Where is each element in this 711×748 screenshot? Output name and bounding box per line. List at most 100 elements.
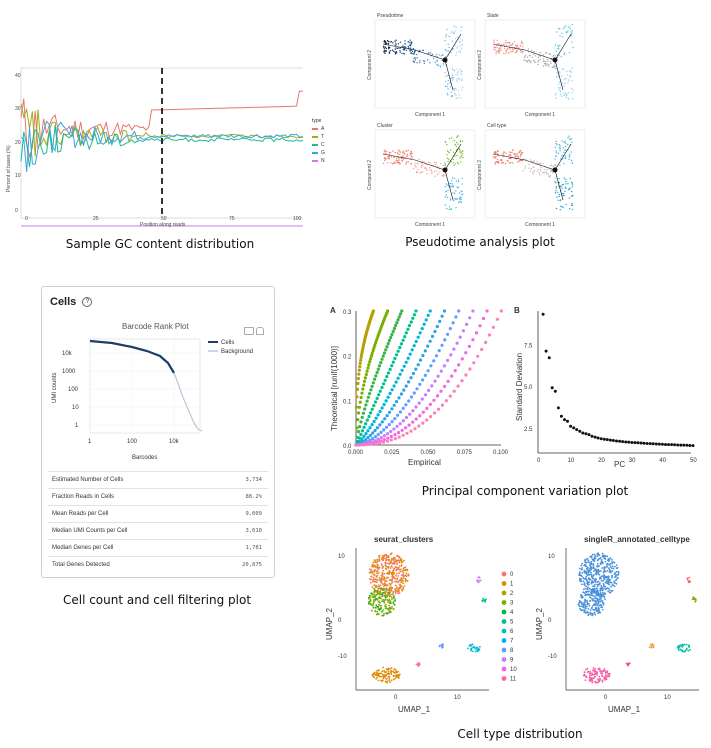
- umap-cell-point: [606, 563, 608, 565]
- umap-cell-point: [590, 607, 593, 609]
- pseudotime-cell-point: [568, 158, 570, 161]
- umap-cell-point: [374, 586, 377, 588]
- camera-icon[interactable]: [244, 327, 254, 335]
- cluster-legend-dot: [501, 657, 507, 662]
- umap-cell-point: [595, 671, 598, 673]
- panel-a-point: [464, 351, 468, 355]
- umap-cell-point: [587, 574, 589, 577]
- pseudotime-cell-point: [404, 40, 406, 42]
- pseudotime-cell-point: [555, 182, 557, 184]
- pseudotime-cell-point: [437, 64, 439, 66]
- pseudotime-cell-point: [398, 163, 400, 165]
- umap-cell-point: [384, 592, 387, 595]
- umap-cell-point: [373, 591, 375, 594]
- pseudotime-cell-point: [460, 30, 462, 32]
- pseudotime-cell-point: [459, 157, 461, 159]
- umap-cell-point: [601, 670, 604, 673]
- pseudotime-cell-point: [505, 44, 508, 47]
- umap-cell-point: [601, 593, 603, 596]
- pseudotime-cell-point: [436, 166, 439, 168]
- umap-cell-point: [693, 598, 696, 601]
- panel-b-point: [599, 437, 603, 441]
- pseudotime-cell-point: [563, 53, 565, 55]
- pseudotime-cell-point: [458, 71, 460, 73]
- pseudotime-cell-point: [517, 161, 519, 163]
- panel-a-point: [444, 399, 448, 403]
- pseudotime-cell-point: [447, 151, 449, 153]
- pseudotime-cell-point: [505, 39, 507, 41]
- umap-cell-point: [650, 646, 653, 649]
- umap-cell-point: [415, 663, 418, 666]
- panel-b-point: [682, 443, 686, 447]
- cluster-legend-label: 2: [510, 591, 514, 597]
- umap-cell-point: [384, 557, 387, 560]
- umap-cell-point: [376, 585, 379, 588]
- pseudotime-cell-point: [568, 155, 571, 157]
- pseudotime-cell-point: [539, 55, 541, 57]
- gc-ylabel: Percent of bases (%): [6, 145, 12, 192]
- panel-a-point: [386, 309, 390, 313]
- umap-cell-point: [603, 668, 606, 670]
- pseudotime-cell-point: [569, 177, 571, 180]
- pseudotime-cell-point: [446, 92, 448, 95]
- pseudotime-cell-point: [393, 50, 395, 53]
- pseudotime-cell-point: [448, 35, 450, 38]
- pseudotime-cell-point: [449, 199, 452, 201]
- home-icon[interactable]: [256, 327, 264, 335]
- panel-a-point: [468, 367, 472, 371]
- pseudotime-cell-point: [448, 152, 450, 154]
- pseudotime-cell-point: [455, 88, 457, 90]
- panel-a-point: [371, 431, 375, 435]
- pca-panels: A0.00.10.20.30.000 0.025 0.050 0.075 0.100Em…: [330, 306, 697, 469]
- pseudotime-cell-point: [444, 39, 446, 42]
- pseudotime-cell-point: [459, 49, 462, 52]
- umap-cell-point: [601, 591, 604, 594]
- panel-a-point: [359, 355, 363, 359]
- pseudotime-panel-label: Cluster: [377, 123, 393, 129]
- umap-cell-point: [603, 578, 606, 581]
- umap-cell-point: [606, 555, 609, 558]
- pseudotime-cell-point: [451, 183, 453, 185]
- pseudotime-cell-point: [533, 50, 535, 53]
- pseudotime-cell-point: [409, 43, 412, 45]
- umap-cell-point: [600, 562, 602, 564]
- umap-cell-point: [374, 561, 376, 563]
- pseudotime-cell-point: [454, 30, 456, 32]
- pseudotime-figure: Pseudotime Component 1 Component 2 State Com…: [365, 6, 587, 228]
- panel-a-point: [435, 394, 440, 398]
- umap-cell-point: [388, 679, 390, 682]
- gc-xtick-100: 100: [293, 216, 302, 222]
- pseudotime-cell-point: [563, 94, 566, 97]
- umap-cell-point: [590, 674, 593, 676]
- pseudotime-cell-point: [394, 161, 396, 163]
- pseudotime-cell-point: [554, 146, 557, 149]
- cells-card: Cells ? Barcode Rank Plot 10k 1000 100 1…: [41, 286, 275, 578]
- umap-cell-point: [385, 554, 388, 557]
- umap-cell-point: [583, 592, 586, 594]
- pseudotime-cell-point: [553, 64, 555, 67]
- cluster-legend-dot: [501, 676, 507, 681]
- question-icon[interactable]: ?: [82, 297, 93, 308]
- pseudotime-cell-point: [388, 51, 390, 53]
- pseudotime-cell-point: [459, 150, 461, 152]
- panel-a-point: [392, 326, 396, 331]
- umap-cell-point: [388, 675, 391, 678]
- umap-cell-point: [594, 606, 597, 609]
- umap-cell-point: [586, 671, 589, 673]
- gc-ytick-40: 40: [15, 73, 21, 79]
- pseudotime-panel-frame: [484, 19, 586, 109]
- pseudotime-cell-point: [524, 60, 526, 62]
- panel-a-point: [465, 322, 469, 326]
- umap-ytick: 0: [548, 618, 552, 624]
- umap-cell-point: [388, 591, 391, 594]
- panel-a-point: [414, 405, 418, 409]
- panel-a-point: [430, 334, 435, 338]
- umap-cell-point: [606, 670, 609, 673]
- panel-a-point: [392, 427, 396, 431]
- umap-cell-point: [596, 674, 598, 676]
- umap-cell-point: [601, 594, 603, 597]
- pseudotime-cell-point: [515, 155, 518, 157]
- pseudotime-cell-point: [555, 155, 557, 157]
- panel-b-point: [556, 406, 560, 410]
